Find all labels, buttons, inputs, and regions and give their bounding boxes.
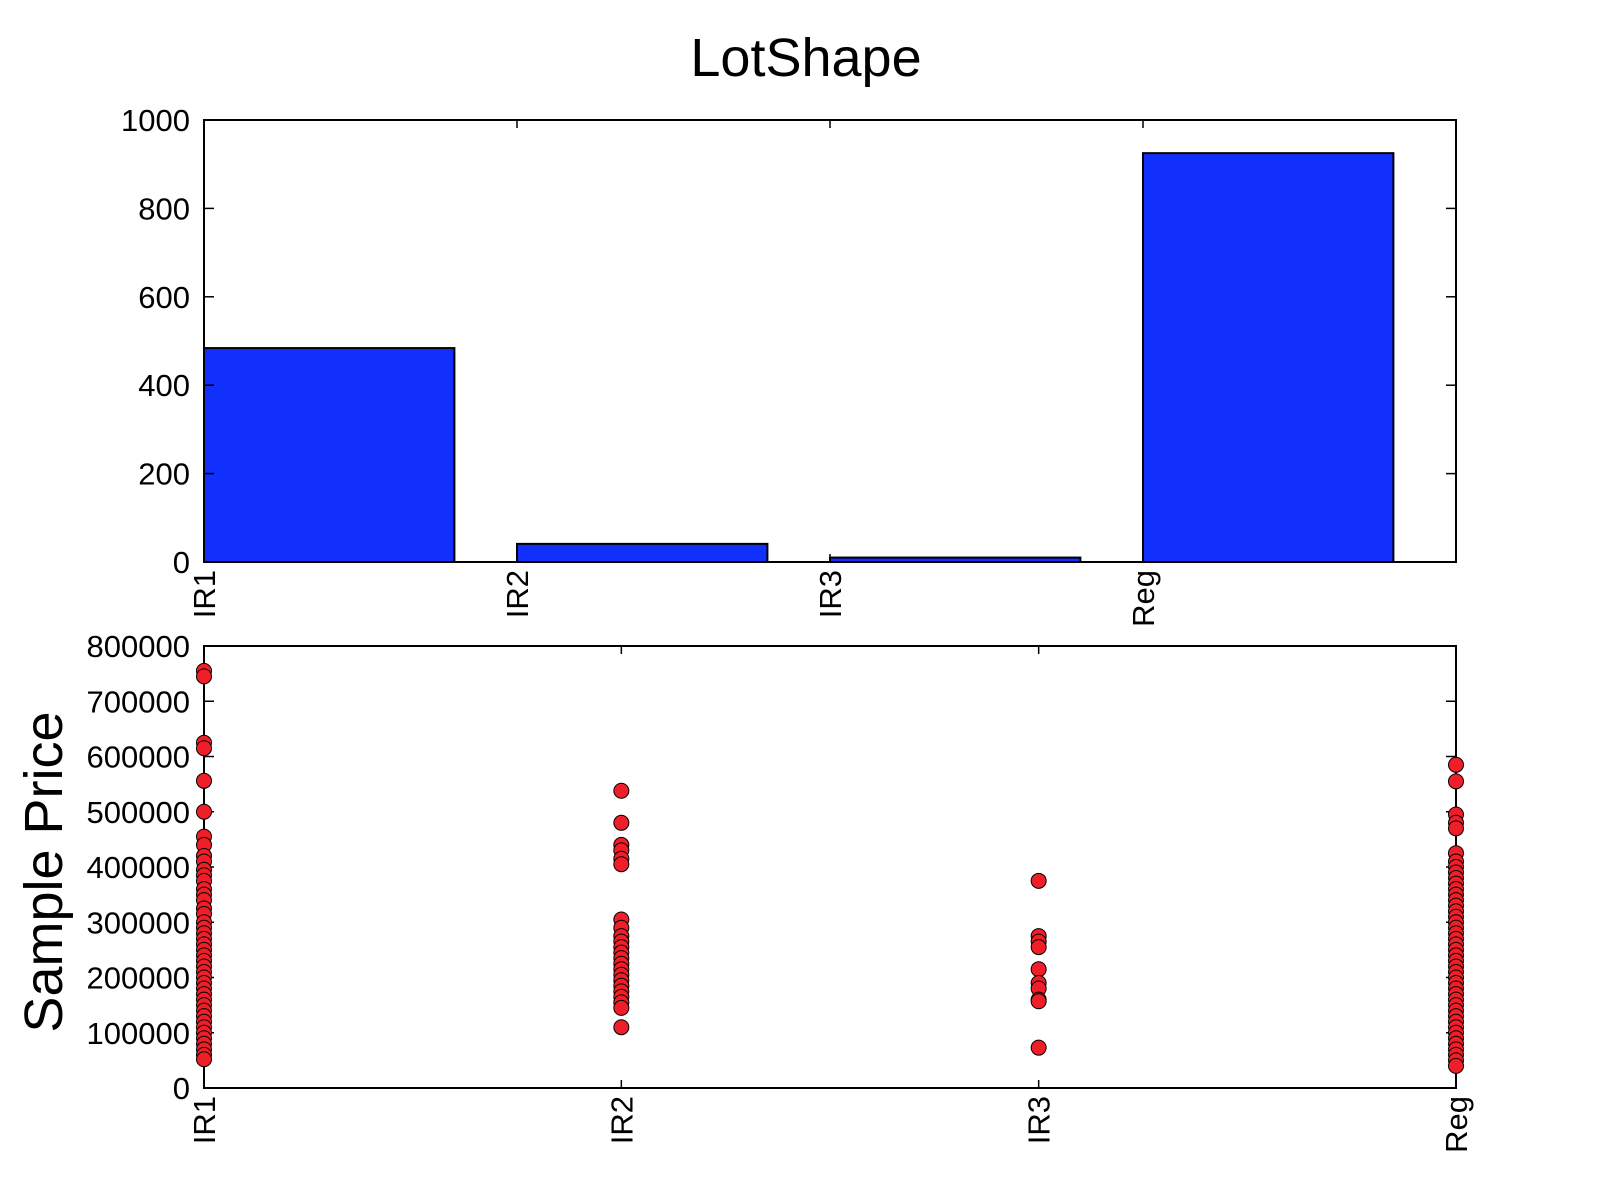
bar-chart-panel: 0 200 400 600 800 1000 IR1 IR2 IR3 Reg (121, 103, 1457, 627)
scatter-y-tick-label: 500000 (87, 795, 190, 830)
scatter-y-tick-label: 800000 (87, 629, 190, 664)
scatter-chart-panel: 0 100000 200000 300000 400000 500000 600000 700… (87, 629, 1474, 1153)
scatter-point-ir3 (1030, 872, 1047, 889)
bar-x-tick-label: IR2 (500, 570, 535, 618)
scatter-point-ir2 (613, 999, 630, 1016)
scatter-point-ir2 (613, 1019, 630, 1036)
scatter-point-ir3 (1030, 961, 1047, 978)
bar-y-tick-label: 600 (138, 280, 190, 315)
bar-x-tick-label: IR1 (187, 570, 222, 618)
bar-y-tick-label: 400 (138, 368, 190, 403)
bar-y-tick-label: 1000 (121, 103, 190, 138)
scatter-point-reg (1448, 756, 1464, 773)
scatter-y-tick-label: 300000 (87, 905, 190, 940)
bar-x-tick-label: IR3 (813, 570, 848, 618)
scatter-plot-frame (203, 645, 1457, 1089)
bar-ir2 (516, 542, 769, 563)
scatter-point-ir3 (1030, 939, 1047, 956)
scatter-point-ir1 (196, 740, 212, 757)
scatter-x-tick-label: Reg (1439, 1096, 1474, 1153)
bar-y-tick-label: 800 (138, 191, 190, 226)
scatter-y-tick-label: 700000 (87, 684, 190, 719)
scatter-point-ir1 (196, 1051, 212, 1068)
scatter-point-ir3 (1030, 1039, 1047, 1056)
bar-y-tick-label: 200 (138, 457, 190, 492)
scatter-point-ir2 (613, 814, 630, 831)
scatter-y-tick-label: 100000 (87, 1016, 190, 1051)
bar-y-tick-label: 0 (173, 545, 190, 580)
scatter-point-ir1 (196, 668, 212, 685)
scatter-point-reg (1448, 773, 1464, 790)
scatter-x-tick-label: IR1 (187, 1096, 222, 1144)
scatter-x-tick-label: IR2 (604, 1096, 639, 1144)
scatter-x-tick-label: IR3 (1022, 1096, 1057, 1144)
scatter-y-axis-label: Sample Price (14, 711, 74, 1032)
scatter-y-tick-label: 400000 (87, 850, 190, 885)
figure-title: LotShape (690, 28, 921, 88)
bar-ir1 (203, 347, 456, 563)
scatter-y-tick-label: 0 (173, 1071, 190, 1106)
scatter-point-ir3 (1030, 993, 1047, 1010)
bar-x-tick-label: Reg (1126, 570, 1161, 627)
scatter-point-ir1 (196, 803, 212, 820)
scatter-y-tick-label: 200000 (87, 961, 190, 996)
scatter-point-ir2 (613, 782, 630, 799)
scatter-point-reg (1448, 820, 1464, 837)
scatter-point-ir2 (613, 856, 630, 873)
scatter-point-reg (1448, 1057, 1464, 1074)
scatter-y-tick-label: 600000 (87, 740, 190, 775)
scatter-point-ir1 (196, 772, 212, 789)
bar-reg (1142, 152, 1395, 563)
